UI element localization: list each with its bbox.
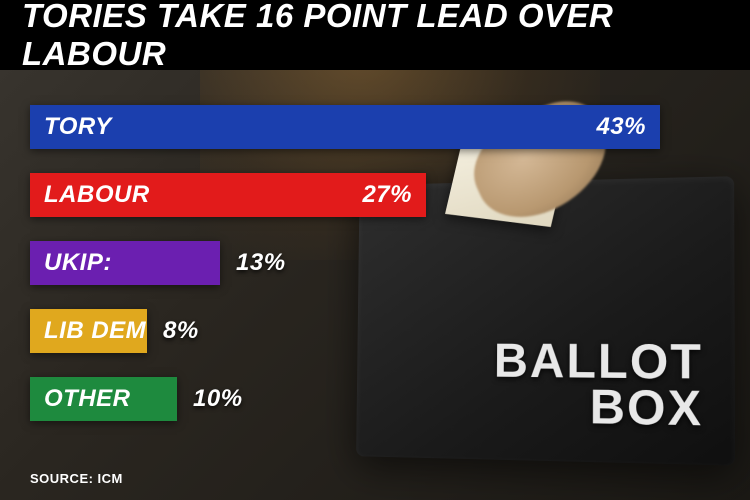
bar-value: 8% — [147, 309, 199, 353]
chart-row: TORY 43% — [30, 105, 670, 149]
headline-text: TORIES TAKE 16 POINT LEAD OVER LABOUR — [22, 0, 728, 73]
bar-label: LABOUR — [44, 181, 150, 209]
chart-row: OTHER 10% — [30, 377, 670, 421]
chart-bar: LIB DEM8% — [30, 309, 147, 353]
chart-bar: LABOUR 27% — [30, 173, 426, 217]
chart-bar: OTHER10% — [30, 377, 177, 421]
source-credit: SOURCE: ICM — [30, 471, 123, 486]
chart-row: UKIP: 13% — [30, 241, 670, 285]
bar-value: 10% — [177, 377, 243, 421]
chart-row: LABOUR 27% — [30, 173, 670, 217]
bar-value: 43% — [584, 113, 646, 141]
bar-label: UKIP: — [44, 249, 112, 277]
bar-value: 27% — [350, 181, 412, 209]
bar-label: OTHER — [44, 385, 131, 413]
chart-bar: TORY 43% — [30, 105, 660, 149]
headline-bar: TORIES TAKE 16 POINT LEAD OVER LABOUR — [0, 0, 750, 70]
bar-value: 13% — [220, 241, 286, 285]
bar-label: LIB DEM — [44, 317, 146, 345]
bar-label: TORY — [44, 113, 112, 141]
chart-bar: UKIP:13% — [30, 241, 220, 285]
poll-bar-chart: TORY 43% LABOUR 27% UKIP: 13% LIB DEM8% OTHER 10… — [30, 105, 670, 445]
chart-row: LIB DEM8% — [30, 309, 670, 353]
